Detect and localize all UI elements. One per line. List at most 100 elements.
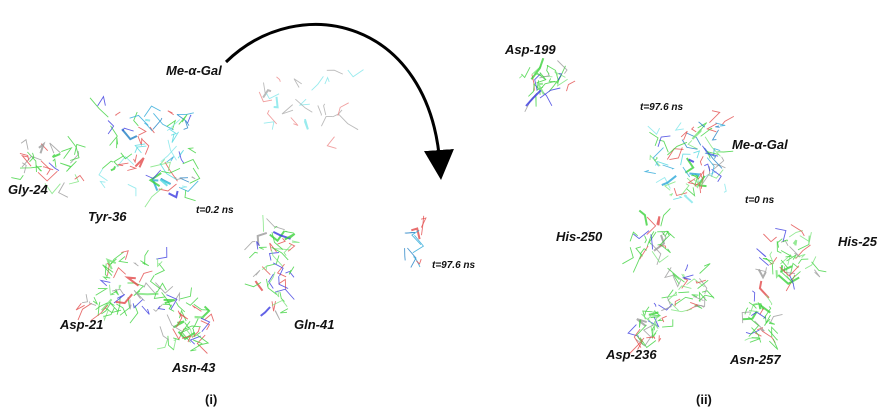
stick — [135, 158, 143, 167]
stick — [104, 277, 111, 280]
stick — [119, 257, 128, 263]
label: t=97.6 ns — [432, 260, 476, 271]
stick — [541, 81, 556, 89]
stick — [701, 128, 712, 136]
stick — [119, 285, 121, 289]
stick — [645, 236, 647, 244]
stick — [192, 177, 196, 179]
stick — [647, 217, 656, 235]
stick — [161, 146, 177, 162]
stick — [798, 259, 808, 264]
stick — [153, 118, 162, 129]
stick — [676, 123, 684, 131]
stick — [188, 115, 191, 123]
stick — [144, 106, 160, 117]
stick — [167, 157, 174, 163]
stick — [637, 319, 647, 326]
stick — [153, 113, 173, 130]
stick — [650, 156, 660, 167]
stick — [111, 166, 115, 170]
label: Tyr-36 — [88, 209, 127, 224]
stick — [521, 67, 530, 77]
stick — [693, 151, 699, 158]
stick — [66, 161, 76, 171]
stick — [122, 129, 137, 139]
stick — [282, 105, 293, 114]
stick — [130, 300, 131, 310]
stick — [777, 270, 778, 276]
stick — [673, 196, 681, 199]
stick — [292, 241, 300, 243]
stick — [633, 254, 641, 273]
stick — [679, 286, 692, 290]
stick — [185, 190, 196, 201]
stick — [270, 243, 277, 252]
stick — [291, 118, 298, 126]
stick — [675, 297, 693, 305]
stick — [27, 152, 36, 172]
stick — [261, 307, 270, 316]
label: His-25 — [838, 234, 878, 249]
stick — [567, 81, 576, 91]
stick — [133, 299, 143, 308]
stick — [277, 77, 281, 82]
stick — [327, 137, 336, 149]
stick — [144, 283, 155, 293]
stick — [318, 105, 322, 115]
stick — [763, 234, 776, 242]
label: Gln-41 — [294, 317, 334, 332]
label: Asp-236 — [605, 347, 657, 362]
stick — [769, 339, 778, 350]
stick — [724, 184, 726, 193]
stick — [280, 309, 288, 313]
label: His-250 — [556, 229, 603, 244]
stick — [269, 274, 274, 289]
stick — [100, 182, 105, 188]
stick — [135, 263, 139, 266]
stick — [687, 187, 695, 195]
stick — [661, 208, 671, 226]
stick — [201, 321, 210, 330]
stick — [142, 306, 149, 314]
stick — [115, 112, 120, 115]
stick — [173, 329, 184, 340]
stick — [90, 98, 108, 117]
stick — [722, 116, 733, 124]
stick — [169, 191, 178, 197]
stick — [700, 156, 703, 165]
stick — [283, 231, 294, 233]
label: t=97.6 ns — [640, 102, 684, 113]
stick — [622, 247, 633, 264]
stick — [253, 270, 260, 277]
stick — [108, 121, 114, 135]
stick — [174, 339, 176, 349]
stick — [186, 298, 198, 306]
stick — [179, 181, 198, 192]
stick — [21, 140, 28, 150]
stick — [772, 327, 778, 337]
stick — [678, 292, 689, 293]
stick — [168, 111, 174, 115]
stick — [258, 233, 267, 246]
stick — [275, 311, 280, 320]
stick — [68, 136, 77, 147]
stick — [557, 61, 567, 74]
stick — [183, 160, 199, 170]
stick — [294, 79, 302, 88]
stick — [69, 174, 79, 184]
stick — [98, 97, 106, 106]
stick — [96, 289, 107, 296]
stick — [134, 112, 139, 126]
stick — [526, 90, 541, 106]
stick — [157, 339, 168, 349]
stick — [760, 281, 769, 298]
stick — [669, 194, 672, 197]
stick — [781, 251, 791, 257]
stick — [75, 145, 86, 155]
label: Asn-43 — [171, 360, 216, 375]
stick — [762, 331, 775, 343]
stick — [674, 188, 687, 195]
stick — [663, 232, 664, 235]
stick — [262, 266, 267, 270]
stick — [189, 148, 196, 153]
